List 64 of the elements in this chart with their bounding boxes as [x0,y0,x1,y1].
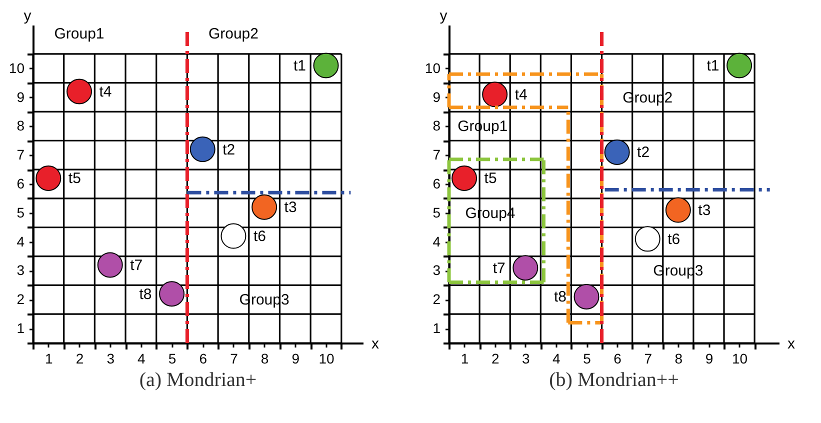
y-axis-title: y [440,8,448,24]
x-tick-label: 10 [318,350,334,366]
x-tick-label: 1 [45,350,54,366]
y-tick-label: 7 [432,146,441,163]
x-tick-label: 5 [583,350,592,366]
series-label: t8 [139,286,152,303]
x-tick-label: 8 [260,350,269,366]
x-tick-label: 6 [614,350,622,366]
x-tick-label: 4 [552,350,561,366]
x-tick-label: 3 [106,350,115,366]
y-tick-label: 7 [16,146,25,163]
x-tick-label: 2 [491,350,500,366]
y-tick-label: 1 [16,320,25,336]
x-tick-label: 3 [522,350,530,366]
x-tick-label: 9 [292,350,300,366]
y-tick-label: 8 [432,118,441,134]
x-tick-label: 8 [674,350,683,366]
x-tick-label: 7 [230,350,238,366]
y-axis-title: y [24,8,32,24]
series-label: t4 [514,86,528,104]
y-tick-label: 2 [432,291,441,308]
x-tick-label: 10 [732,350,748,366]
series-label: t6 [253,228,266,246]
x-tick-label: 4 [138,350,146,366]
y-tick-label: 4 [432,233,441,250]
x-tick-label: 9 [705,350,714,366]
y-tick-label: 1 [432,320,441,336]
series-label: t8 [554,288,566,306]
y-tick-label: 3 [16,262,25,278]
y-tick-label: 3 [432,262,441,278]
series-label: t4 [99,83,112,100]
x-axis-title: x [788,336,796,352]
x-axis-title: x [372,336,380,352]
series-label: t6 [668,230,680,248]
series-label: t2 [637,144,650,162]
x-tick-label: 7 [644,350,652,366]
x-tick-label: 6 [199,350,208,366]
series-label: t7 [130,256,143,274]
y-tick-label: 9 [432,88,441,105]
series-label: t2 [222,141,236,158]
series-label: t3 [698,202,711,220]
y-tick-label: 2 [16,291,25,308]
y-tick-label: 6 [16,176,25,192]
y-tick-label: 10 [424,60,441,76]
annotation: Group2 [208,26,258,43]
y-tick-label: 4 [16,233,25,250]
x-tick-label: 2 [76,350,84,366]
text: (b) Mondrian++ [549,369,679,391]
y-tick-label: 5 [432,204,441,220]
series-label: t7 [492,260,506,277]
y-tick-label: 5 [16,204,25,220]
y-tick-label: 10 [8,60,25,76]
series-label: t5 [484,170,497,188]
series-label: t5 [68,170,81,188]
y-tick-label: 6 [432,176,441,192]
series-label: t3 [284,199,297,216]
y-tick-label: 8 [16,118,25,134]
annotation: Group1 [54,26,104,43]
series-label: t1 [293,57,306,74]
x-tick-label: 5 [168,350,176,366]
y-tick-label: 9 [16,88,25,105]
series-label: t1 [706,57,720,74]
x-tick-label: 1 [460,350,469,366]
text: (a) Mondrian+ [139,369,257,391]
